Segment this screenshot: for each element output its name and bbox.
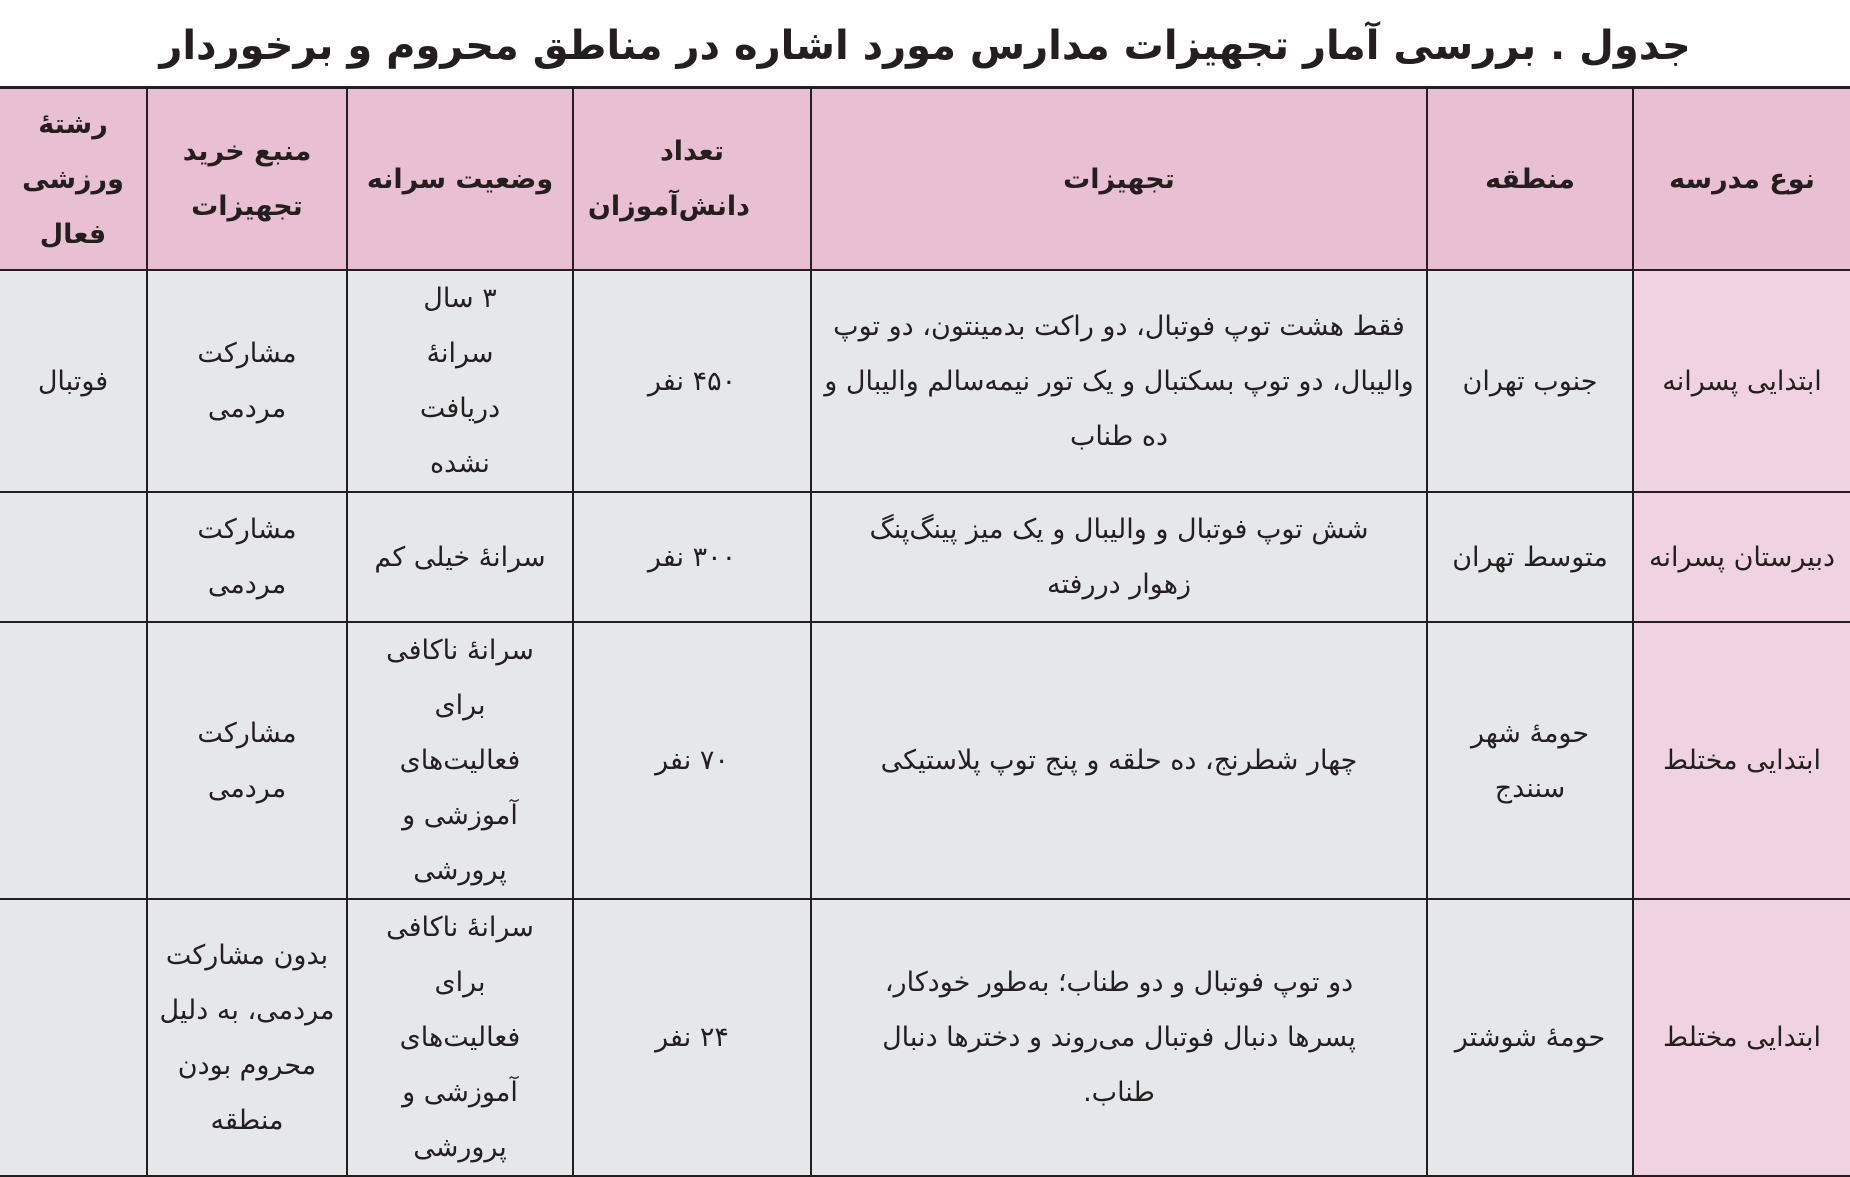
cell-budget-status: سرانهٔ ناکافی برای فعالیت‌های آموزشی و پ… [346,898,574,1177]
cell-equipment: شش توپ فوتبال و والیبال و یک میز پینگ‌پن… [810,491,1428,623]
cell-purchase-source: مشارکت مردمی [146,621,348,900]
cell-region: جنوب تهران [1426,269,1634,493]
cell-school-type: دبیرستان پسرانه [1632,491,1850,623]
cell-school-type: ابتدایی مختلط [1632,898,1850,1177]
table-row: دبیرستان پسرانه متوسط تهران شش توپ فوتبا… [0,491,1850,623]
header-student-count: تعداد دانش‌آموزان [572,86,812,271]
cell-budget-status: سرانهٔ ناکافی برای فعالیت‌های آموزشی و پ… [346,621,574,900]
table-title: جدول . بررسی آمار تجهیزات مدارس مورد اشا… [159,23,1691,69]
cell-region: حومهٔ شهر سنندج [1426,621,1634,900]
cell-school-type: ابتدایی مختلط [1632,621,1850,900]
cell-region: متوسط تهران [1426,491,1634,623]
cell-school-type: ابتدایی پسرانه [1632,269,1850,493]
header-active-sport: رشتهٔ ورزشی فعال [0,86,148,271]
cell-equipment: فقط هشت توپ فوتبال، دو راکت بدمینتون، دو… [810,269,1428,493]
header-region: منطقه [1426,86,1634,271]
cell-equipment: دو توپ فوتبال و دو طناب؛ به‌طور خودکار، … [810,898,1428,1177]
cell-active-sport [0,898,148,1177]
equipment-table: نوع مدرسه منطقه تجهیزات تعداد دانش‌آموزا… [0,86,1850,1177]
cell-budget-status: سرانهٔ خیلی کم [346,491,574,623]
header-school-type: نوع مدرسه [1632,86,1850,271]
header-purchase-source: منبع خرید تجهیزات [146,86,348,271]
cell-student-count: ۴۵۰ نفر [572,269,812,493]
cell-region: حومهٔ شوشتر [1426,898,1634,1177]
cell-student-count: ۳۰۰ نفر [572,491,812,623]
cell-purchase-source: مشارکت مردمی [146,491,348,623]
cell-active-sport: فوتبال [0,269,148,493]
cell-budget-status: ۳ سال سرانهٔ دریافت نشده [346,269,574,493]
header-budget-status: وضعیت سرانه [346,86,574,271]
table-row: ابتدایی پسرانه جنوب تهران فقط هشت توپ فو… [0,269,1850,493]
cell-purchase-source: مشارکت مردمی [146,269,348,493]
cell-student-count: ۷۰ نفر [572,621,812,900]
cell-active-sport [0,621,148,900]
header-equipment: تجهیزات [810,86,1428,271]
cell-active-sport [0,491,148,623]
cell-purchase-source: بدون مشارکت مردمی، به دلیل محروم بودن من… [146,898,348,1177]
table-row: ابتدایی مختلط حومهٔ شوشتر دو توپ فوتبال … [0,898,1850,1177]
header-row: نوع مدرسه منطقه تجهیزات تعداد دانش‌آموزا… [0,86,1850,271]
table-row: ابتدایی مختلط حومهٔ شهر سنندج چهار شطرنج… [0,621,1850,900]
cell-equipment: چهار شطرنج، ده حلقه و پنج توپ پلاستیکی [810,621,1428,900]
cell-student-count: ۲۴ نفر [572,898,812,1177]
